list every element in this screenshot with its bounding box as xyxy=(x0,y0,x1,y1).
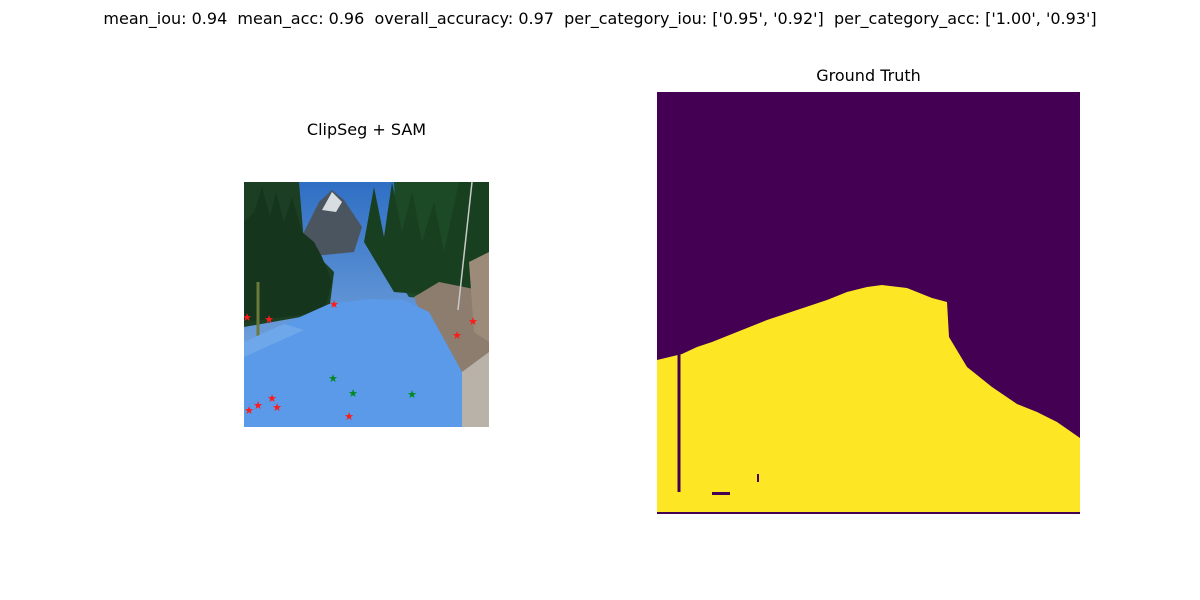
right-trees xyxy=(364,182,489,294)
positive-point-marker: ★ xyxy=(348,387,358,400)
negative-point-marker: ★ xyxy=(272,401,282,414)
left-trees xyxy=(244,187,332,322)
negative-point-marker: ★ xyxy=(344,410,354,423)
negative-points: ★ ★ ★ ★ ★ ★ ★ ★ ★ ★ xyxy=(244,298,478,423)
negative-point-marker: ★ xyxy=(253,399,263,412)
ground-truth-mask xyxy=(657,92,1080,514)
panel-title-ground-truth: Ground Truth xyxy=(816,66,921,85)
metrics-suptitle: mean_iou: 0.94 mean_acc: 0.96 overall_ac… xyxy=(103,9,1097,28)
mountain xyxy=(299,190,362,257)
prediction-image: ★ ★ ★ ★ ★ ★ ★ ★ ★ ★ ★ ★ ★ xyxy=(244,182,489,427)
panel-title-prediction: ClipSeg + SAM xyxy=(306,120,427,139)
positive-point-marker: ★ xyxy=(407,388,417,401)
negative-point-marker: ★ xyxy=(264,313,274,326)
pole xyxy=(457,182,473,311)
rocky-slope-upper xyxy=(469,252,489,342)
road-mask-highlight xyxy=(244,324,304,357)
mask-bottom-edge xyxy=(657,512,1080,514)
positive-point-marker: ★ xyxy=(328,372,338,385)
negative-point-marker: ★ xyxy=(267,392,277,405)
road-region xyxy=(657,285,1080,514)
road-edge-gravel xyxy=(462,352,489,427)
mountain-snow xyxy=(322,192,342,212)
negative-point-marker: ★ xyxy=(452,329,462,342)
mask-hole xyxy=(757,474,759,482)
negative-point-marker: ★ xyxy=(244,311,252,324)
mask-hole xyxy=(712,492,730,495)
negative-point-marker: ★ xyxy=(329,298,339,311)
negative-point-marker: ★ xyxy=(244,404,254,417)
negative-point-marker: ★ xyxy=(468,315,478,328)
positive-points: ★ ★ ★ xyxy=(328,372,417,401)
